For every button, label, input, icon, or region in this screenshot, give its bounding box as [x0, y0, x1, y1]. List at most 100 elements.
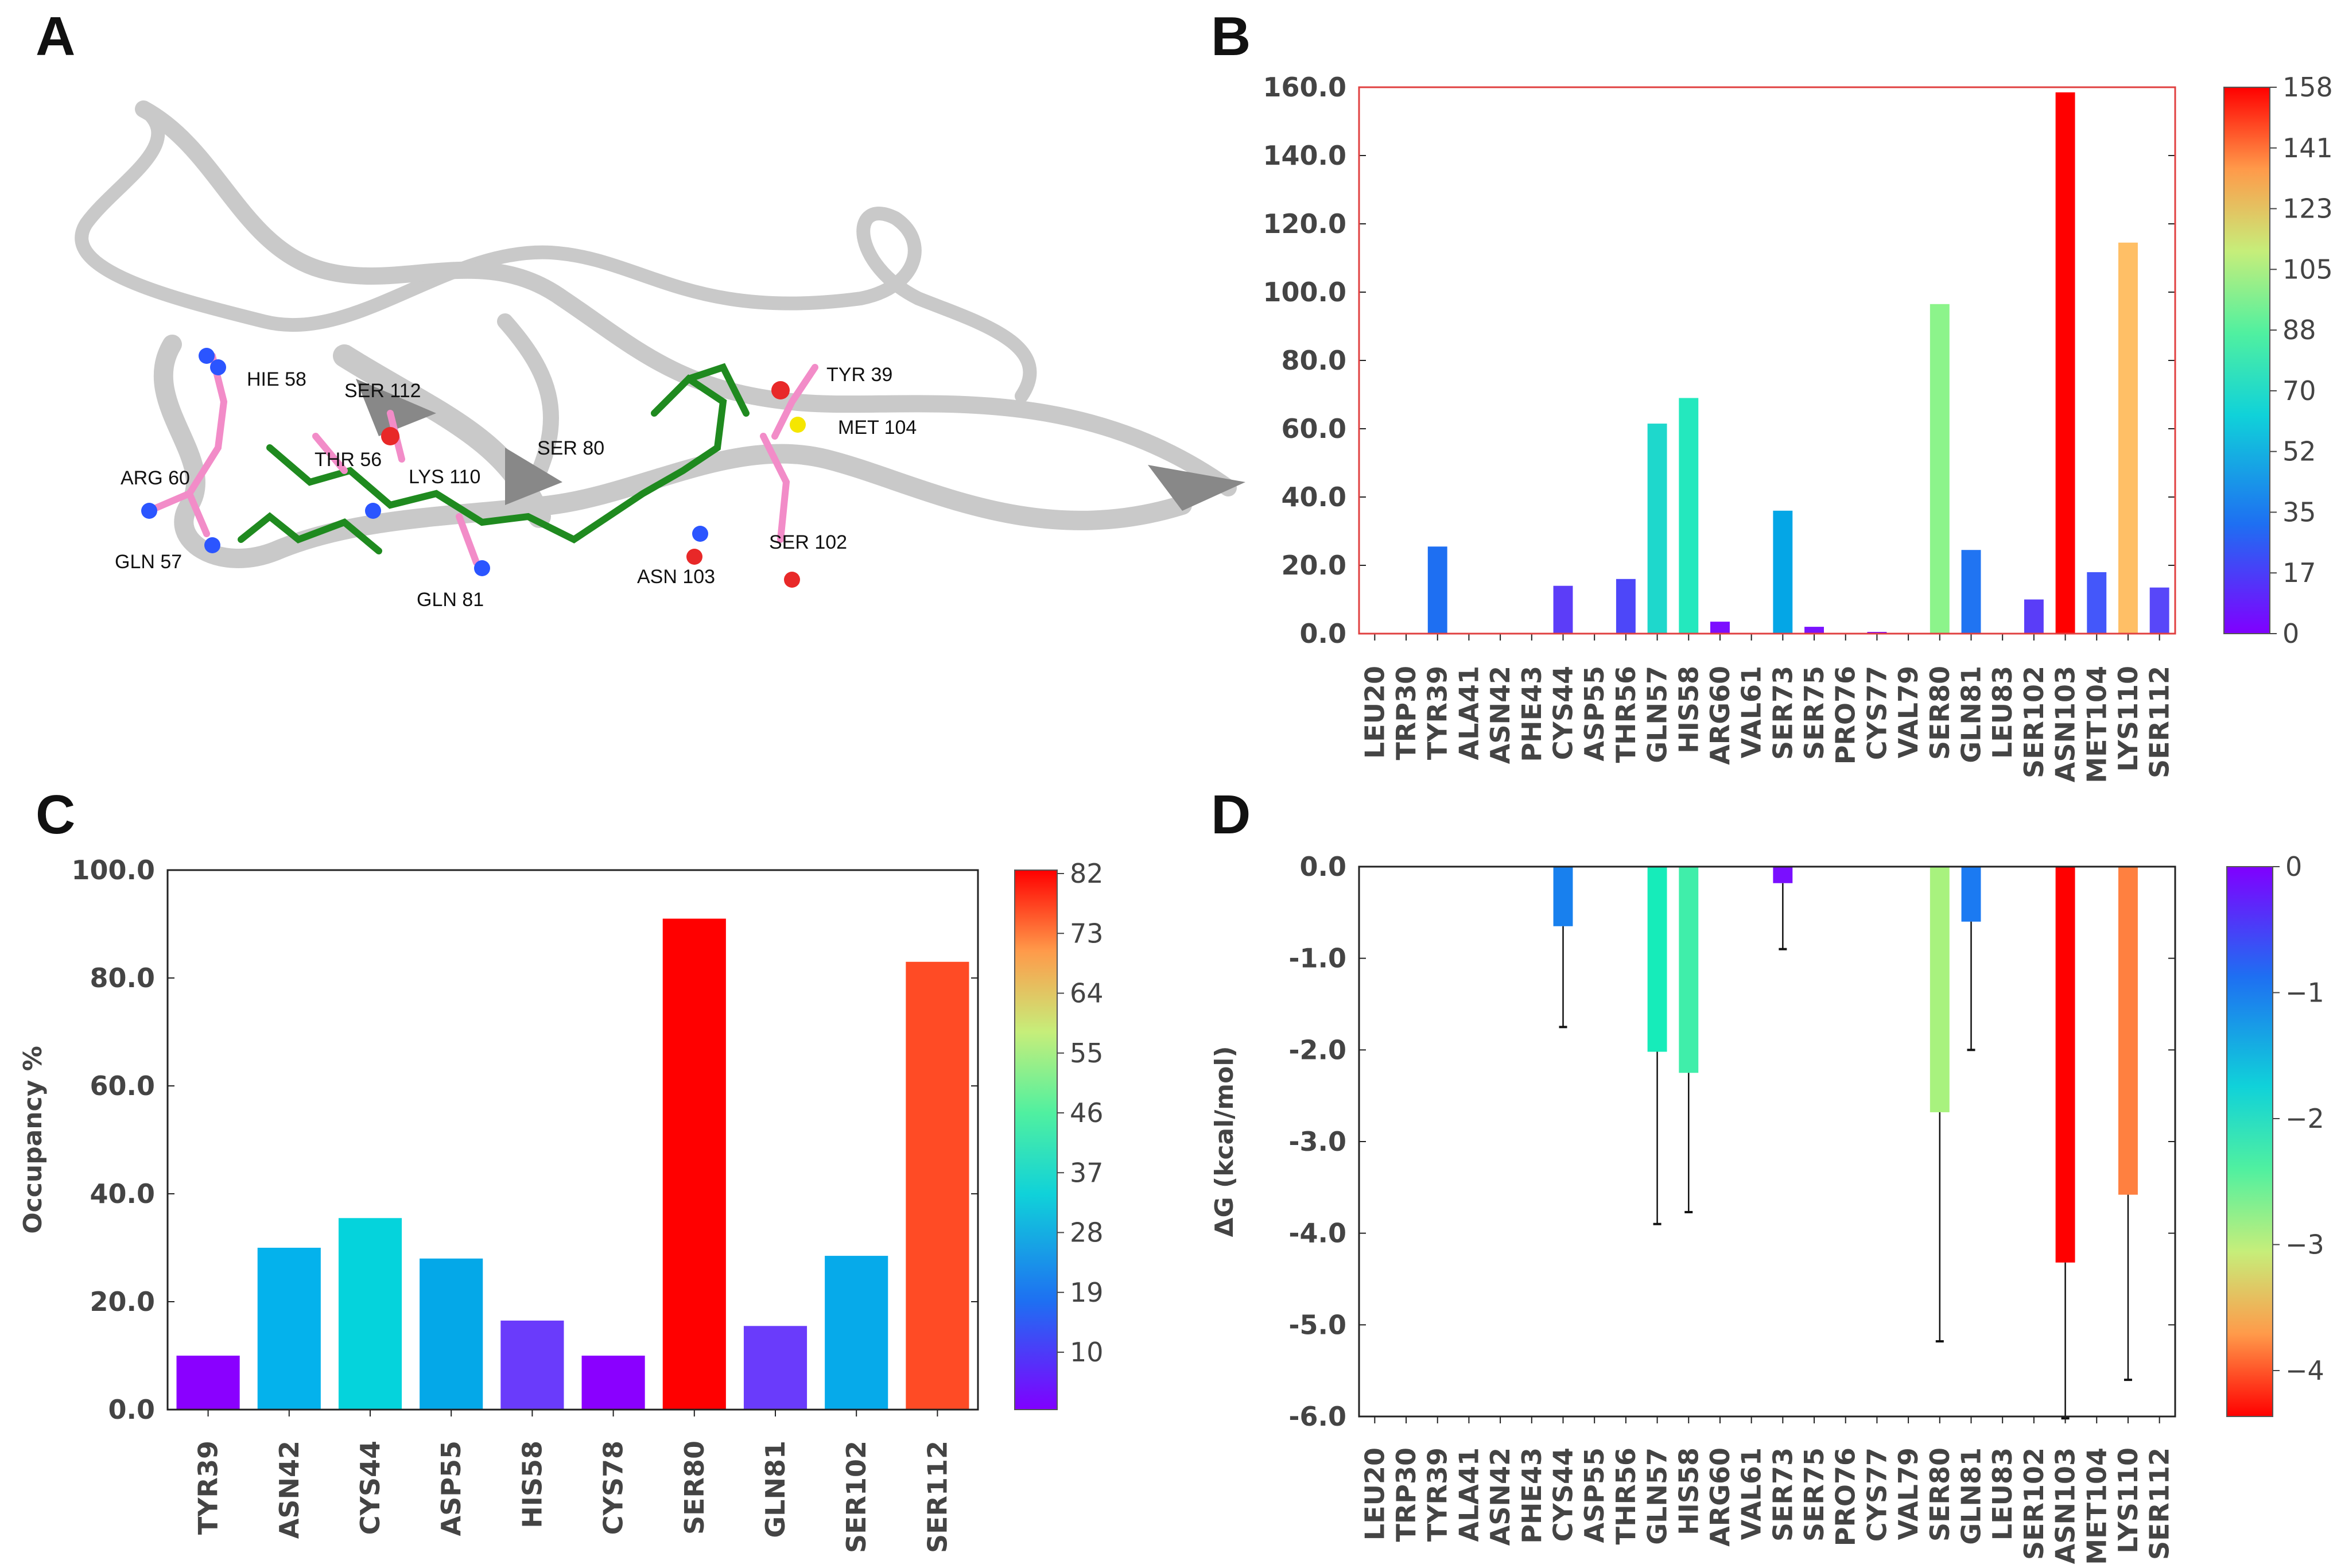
colorbar-tick-label: 158: [2282, 72, 2333, 103]
x-tick-label: GLN81: [1956, 1447, 1987, 1545]
y-tick-label: -4.0: [1288, 1218, 1346, 1249]
x-tick-label: SER112: [922, 1441, 953, 1553]
colorbar-tick-label: 55: [1070, 1038, 1104, 1069]
bar: [906, 961, 969, 1410]
colorbar-tick-label: 28: [1070, 1217, 1104, 1248]
chart-c: 0.0 20.0 40.0 60.0 80.0 100.0 TYR39 ASN42 CYS44 A…: [18, 855, 979, 1553]
x-tick-label: ALA41: [1453, 666, 1484, 760]
colorbar-tick-label: 73: [1070, 918, 1104, 949]
x-tick-label: PHE43: [1516, 1447, 1547, 1544]
y-tick-label: 0.0: [108, 1394, 156, 1425]
y-tick-label: 0.0: [1300, 851, 1347, 882]
mol-label: SER 102: [769, 531, 847, 553]
mol-label: HIE 58: [247, 368, 306, 390]
x-tick-label: MET104: [2081, 1447, 2112, 1565]
bar: [2055, 92, 2075, 634]
x-tick-label: THR56: [1610, 1447, 1641, 1544]
mol-label: ASN 103: [637, 566, 715, 588]
colorbar-gradient: [2226, 866, 2273, 1417]
bar: [420, 1258, 483, 1410]
x-tick-label: SER80: [1924, 666, 1955, 760]
x-tick-label: VAL61: [1736, 666, 1767, 758]
x-tick-label: THR56: [1610, 666, 1641, 763]
x-tick-label: PHE43: [1516, 666, 1547, 762]
x-tick-label: GLN57: [1642, 1447, 1673, 1545]
panel-letter-c: C: [36, 784, 75, 845]
bar: [2024, 599, 2044, 634]
molecular-structure-illustration: HIE 58 TYR 39 SER 112 THR 56 MET 104 ARG…: [75, 100, 1245, 611]
y-tick-label: 160.0: [1263, 72, 1346, 103]
bar: [1647, 424, 1667, 634]
x-tick-label: LEU20: [1359, 1447, 1390, 1540]
y-tick-label: -5.0: [1288, 1309, 1346, 1340]
y-tick-label: 20.0: [90, 1286, 156, 1317]
x-tick-label: SER73: [1767, 1447, 1798, 1542]
x-tick-label: ASN42: [274, 1441, 305, 1539]
colorbar-tick-label: 64: [1070, 978, 1104, 1009]
y-tick-label: 40.0: [1282, 482, 1347, 513]
x-tick-label: CYS77: [1861, 666, 1892, 760]
y-tick-label: 100.0: [71, 855, 155, 886]
colorbar-tick-label: −3: [2285, 1229, 2324, 1260]
mol-label: LYS 110: [409, 466, 480, 488]
colorbar-tick-label: 46: [1070, 1097, 1104, 1128]
bar: [1553, 867, 1573, 926]
y-tick-label: 80.0: [1282, 345, 1347, 376]
bar: [1804, 627, 1824, 634]
colorbar-tick-label: 105: [2282, 254, 2333, 285]
bar: [176, 1356, 240, 1410]
mol-label: GLN 57: [115, 551, 182, 573]
bar: [2149, 587, 2169, 634]
x-tick-label: ASP55: [436, 1441, 467, 1536]
bar: [581, 1356, 645, 1410]
mol-label: THR 56: [315, 449, 382, 471]
chart-d: 0.0 -1.0 -2.0 -3.0 -4.0 -5.0 -6.0 LEU20 TRP30 TYR…: [1210, 851, 2176, 1565]
bar: [662, 918, 726, 1410]
mol-label: GLN 81: [417, 589, 484, 611]
x-tick-label: SER75: [1799, 666, 1830, 760]
mol-label: ARG 60: [121, 467, 190, 489]
x-tick-label: TYR39: [1422, 666, 1453, 760]
panel-letter-a: A: [36, 6, 75, 67]
bar: [257, 1248, 321, 1410]
colorbar-d: 0 −1 −2 −3 −4: [2226, 851, 2324, 1417]
x-tick-label: ASN103: [2050, 666, 2081, 782]
x-tick-label: PRO76: [1830, 1447, 1861, 1546]
colorbar-tick-label: −2: [2285, 1103, 2324, 1134]
y-tick-label: -3.0: [1288, 1126, 1346, 1157]
bar: [2087, 572, 2107, 634]
x-tick-label: ALA41: [1453, 1447, 1484, 1542]
x-tick-label: GLN81: [760, 1441, 791, 1538]
x-tick-label: MET104: [2081, 666, 2112, 783]
y-tick-label: 120.0: [1263, 208, 1346, 239]
colorbar-tick-label: −4: [2285, 1355, 2324, 1386]
x-tick-label: HIS58: [517, 1441, 548, 1528]
bar: [1616, 579, 1636, 634]
x-tick-label: SER112: [2144, 666, 2175, 778]
x-tick-label: CYS77: [1861, 1447, 1892, 1542]
x-tick-label: ASN42: [1485, 1447, 1516, 1546]
y-tick-label: 80.0: [90, 962, 156, 993]
mol-label: SER 112: [344, 380, 421, 402]
bar: [2118, 867, 2138, 1195]
x-tick-label: CYS78: [598, 1441, 629, 1535]
plot-frame: [166, 869, 979, 1411]
colorbar-tick-label: 82: [1070, 858, 1104, 889]
bar: [825, 1256, 888, 1410]
bar: [1961, 867, 1981, 922]
colorbar-gradient: [2223, 87, 2270, 634]
colorbar-b: 158 141 123 105 88 70 52 35 17 0: [2223, 72, 2333, 649]
colorbar-tick-label: 0: [2282, 618, 2299, 649]
x-tick-label: ASP55: [1579, 666, 1610, 761]
x-tick-label: ASP55: [1579, 1447, 1610, 1543]
x-tick-label: SER73: [1767, 666, 1798, 760]
x-tick-label: VAL79: [1893, 1447, 1924, 1540]
bar: [1710, 622, 1730, 634]
bar: [2118, 242, 2138, 634]
bar: [1773, 867, 1793, 883]
colorbar-tick-label: 52: [2282, 436, 2316, 467]
y-tick-label: -1.0: [1288, 943, 1346, 974]
x-tick-label: HIS58: [1673, 1447, 1704, 1535]
x-tick-label: LYS110: [2113, 1447, 2144, 1554]
